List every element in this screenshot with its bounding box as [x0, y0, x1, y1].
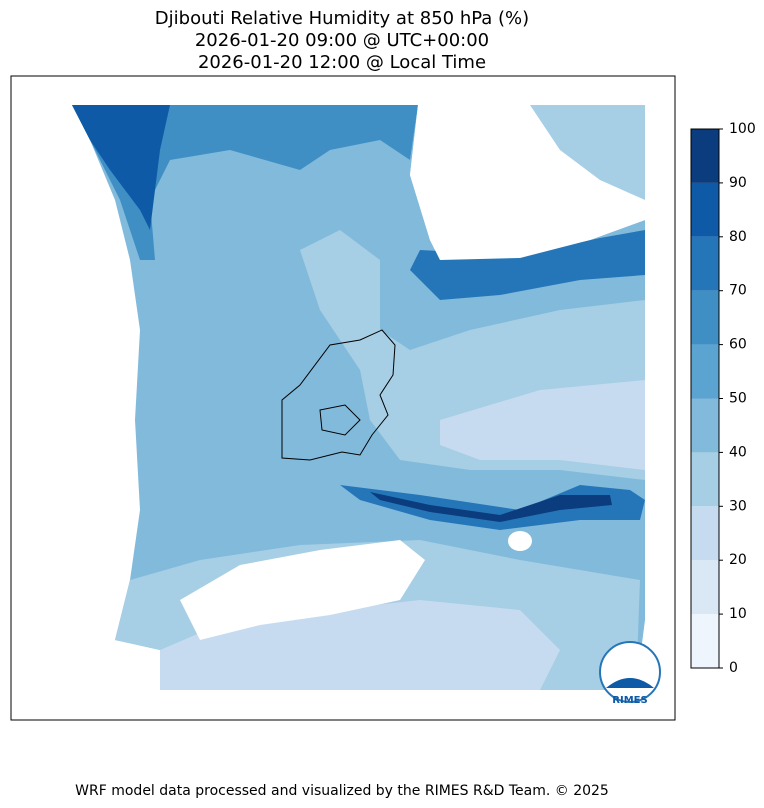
- field-darker: [72, 105, 170, 230]
- colorbar-band: [691, 614, 719, 668]
- colorbar: 0 10 20 30 40 50 60 70 80 90 100: [690, 121, 756, 676]
- logo: RIMES: [599, 641, 661, 706]
- colorbar-tick-label: 100: [729, 121, 756, 137]
- logo-circle: [599, 641, 661, 703]
- logo-text: RIMES: [612, 695, 647, 706]
- colorbar-band: [691, 290, 719, 345]
- colorbar-tick-label: 50: [729, 391, 747, 407]
- colorbar-band: [691, 236, 719, 291]
- no-data-ne: [410, 105, 645, 260]
- field-band-core: [370, 492, 612, 522]
- logo-wave: [606, 678, 654, 688]
- colorbar-band: [691, 506, 719, 561]
- map-field: [72, 105, 645, 690]
- colorbar-tick-label: 30: [729, 498, 747, 514]
- map-frame: [10, 75, 676, 721]
- title-line: 2026-01-20 12:00 @ Local Time: [198, 52, 486, 73]
- field-band-north: [410, 230, 645, 300]
- no-data-spot: [508, 531, 532, 551]
- footer: WRF model data processed and visualized …: [75, 783, 609, 799]
- colorbar-band: [691, 398, 719, 453]
- colorbar-tick-label: 60: [729, 337, 747, 353]
- colorbar-tick-label: 40: [729, 444, 747, 460]
- colorbar-tick-label: 0: [729, 660, 738, 676]
- field-ne: [530, 105, 645, 200]
- colorbar-tick-label: 80: [729, 229, 747, 245]
- colorbar-tick-label: 70: [729, 283, 747, 299]
- colorbar-band: [691, 452, 719, 507]
- colorbar-tick-label: 10: [729, 606, 747, 622]
- colorbar-tick-label: 20: [729, 552, 747, 568]
- no-data-south: [180, 540, 425, 640]
- title-line: Djibouti Relative Humidity at 850 hPa (%…: [155, 8, 529, 29]
- djibouti-border: [281, 329, 396, 461]
- colorbar-band: [691, 129, 719, 183]
- field-base: [72, 105, 645, 690]
- title-block: Djibouti Relative Humidity at 850 hPa (%…: [155, 8, 529, 73]
- colorbar-band: [691, 560, 719, 615]
- title-line: 2026-01-20 09:00 @ UTC+00:00: [195, 30, 489, 51]
- colorbar-tick-label: 90: [729, 175, 747, 191]
- field-lighter-east: [440, 380, 645, 470]
- colorbar-band: [691, 182, 719, 237]
- colorbar-band: [691, 344, 719, 399]
